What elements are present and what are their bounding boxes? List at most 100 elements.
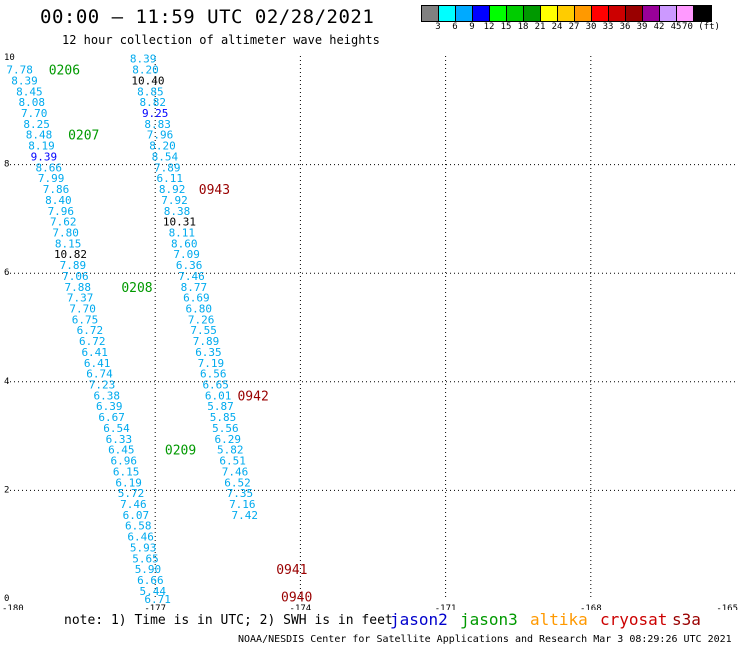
- data-label: 7.96: [147, 129, 174, 142]
- data-label: 6.65: [202, 379, 229, 392]
- legend-swatch-11: [609, 6, 626, 21]
- note-text: note: 1) Time is in UTC; 2) SWH is in fe…: [64, 613, 393, 628]
- data-label: 7.46: [120, 498, 147, 511]
- data-label: 8.83: [144, 118, 171, 131]
- data-label: 7.62: [50, 216, 77, 229]
- data-label: 7.78: [6, 64, 33, 77]
- data-label: 5.90: [135, 563, 162, 576]
- data-label: 6.46: [127, 531, 154, 544]
- data-label: 8.54: [152, 150, 179, 163]
- data-label: 8.60: [171, 237, 198, 250]
- data-label: 8.25: [23, 118, 50, 131]
- data-label: 8.92: [159, 183, 186, 196]
- data-label: 6.39: [96, 400, 123, 413]
- legend-label: 33: [602, 22, 614, 32]
- data-label: 7.89: [154, 161, 181, 174]
- data-label: 8.08: [19, 96, 46, 109]
- legend-label: 9: [469, 22, 475, 32]
- legend-label: 6: [452, 22, 458, 32]
- data-label: 5.44: [140, 585, 167, 598]
- data-label: 7.06: [62, 270, 89, 283]
- page-subtitle: 12 hour collection of altimeter wave hei…: [62, 33, 380, 47]
- data-label: 6.29: [215, 433, 242, 446]
- legend-swatch-10: [592, 6, 609, 21]
- data-label: 6.66: [137, 574, 164, 587]
- color-scale-legend: [421, 5, 712, 22]
- data-label: 9.39: [31, 150, 58, 163]
- data-label: 10.82: [54, 248, 87, 261]
- data-label: 8.45: [16, 85, 43, 98]
- data-label: 7.35: [227, 487, 254, 500]
- legend-label: 45: [670, 22, 682, 32]
- wave-height-plot: -180 -177 -174 -171 -168 -16502468107.788.398…: [2, 53, 738, 610]
- legend-label: 12: [483, 22, 495, 32]
- legend-label: 21: [534, 22, 546, 32]
- data-label: 7.46: [222, 465, 249, 478]
- data-label: 8.40: [45, 194, 72, 207]
- data-label: 5.72: [118, 487, 145, 500]
- data-label: 7.37: [67, 292, 94, 305]
- data-label: 6.58: [125, 520, 152, 533]
- data-label: 7.23: [89, 379, 116, 392]
- data-label: 6.45: [108, 444, 135, 457]
- legend-swatch-12: [626, 6, 643, 21]
- data-label: 6.56: [200, 368, 227, 381]
- pass-time-label: 0942: [237, 389, 268, 404]
- data-label: 8.38: [164, 205, 191, 218]
- data-label: 7.16: [229, 498, 256, 511]
- data-label: 7.70: [21, 107, 48, 120]
- data-label: 6.01: [205, 389, 232, 402]
- data-label: 7.46: [178, 270, 205, 283]
- data-label: 8.20: [132, 64, 159, 77]
- pass-time-label: 0943: [199, 183, 230, 198]
- x-tick-label: -174: [290, 604, 312, 610]
- data-label: 8.82: [140, 96, 167, 109]
- pass-time-label: 0941: [276, 563, 307, 578]
- legend-swatch-2: [456, 6, 473, 21]
- legend-label: 30: [585, 22, 597, 32]
- data-label: 8.66: [35, 161, 62, 174]
- data-label: 10.40: [131, 74, 164, 87]
- data-label: 7.55: [190, 324, 217, 337]
- data-label: 6.71: [144, 593, 171, 606]
- data-label: 7.80: [52, 226, 79, 239]
- data-label: 5.87: [207, 400, 234, 413]
- data-label: 6.51: [219, 455, 246, 468]
- data-label: 6.54: [103, 422, 130, 435]
- legend-swatch-1: [439, 6, 456, 21]
- data-label: 7.19: [198, 357, 225, 370]
- y-tick-label: 6: [4, 268, 9, 278]
- legend-label: 70 (ft): [682, 22, 720, 32]
- legend-label: 42: [653, 22, 665, 32]
- legend-swatch-3: [473, 6, 490, 21]
- data-label: 6.36: [176, 259, 203, 272]
- legend-label: 3: [435, 22, 441, 32]
- legend-swatch-6: [524, 6, 541, 21]
- pass-time-label: 0209: [165, 444, 196, 459]
- data-label: 6.19: [115, 476, 142, 489]
- data-label: 5.82: [217, 444, 244, 457]
- footer-credit: NOAA/NESDIS Center for Satellite Applica…: [238, 634, 732, 645]
- legend-swatch-13: [643, 6, 660, 21]
- data-label: 5.93: [130, 541, 157, 554]
- data-label: 7.42: [231, 509, 258, 522]
- data-label: 8.19: [28, 140, 55, 153]
- x-tick-label: -180: [2, 604, 24, 610]
- satellite-label-jason2: jason2: [390, 610, 448, 629]
- x-tick-label: -168: [580, 604, 602, 610]
- data-label: 6.72: [79, 335, 106, 348]
- y-tick-label: 8: [4, 160, 9, 170]
- legend-swatch-7: [541, 6, 558, 21]
- y-tick-label: 0: [4, 594, 9, 604]
- satellite-label-cryosat: cryosat: [600, 610, 668, 629]
- pass-time-label: 0208: [121, 281, 152, 296]
- data-label: 5.65: [132, 552, 159, 565]
- data-label: 6.96: [110, 455, 137, 468]
- data-label: 6.11: [156, 172, 183, 185]
- data-label: 8.39: [11, 74, 38, 87]
- data-label: 6.07: [123, 509, 150, 522]
- data-label: 8.15: [55, 237, 82, 250]
- page-title: 00:00 – 11:59 UTC 02/28/2021: [40, 6, 375, 28]
- data-label: 7.70: [69, 302, 96, 315]
- legend-swatch-4: [490, 6, 507, 21]
